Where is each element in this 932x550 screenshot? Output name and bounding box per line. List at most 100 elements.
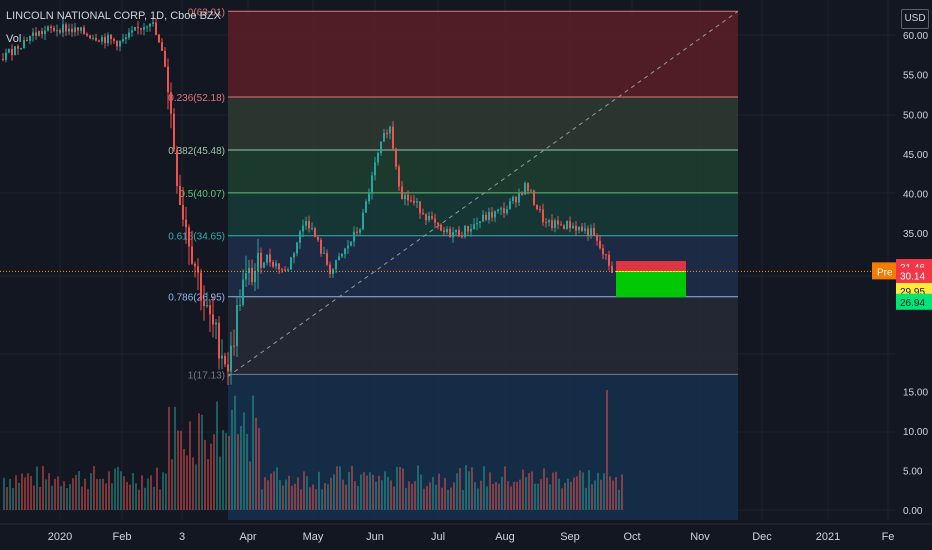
candle-body bbox=[497, 209, 499, 212]
candle-body bbox=[362, 212, 364, 230]
premarket-label-tag bbox=[872, 262, 896, 280]
volume-bar bbox=[159, 489, 161, 510]
candle-body bbox=[599, 240, 601, 249]
fib-zone bbox=[228, 11, 738, 97]
volume-bar bbox=[267, 480, 269, 510]
volume-bar bbox=[81, 486, 83, 510]
price-tick-label: 50.00 bbox=[903, 110, 928, 121]
volume-bar bbox=[594, 480, 596, 510]
volume-bar bbox=[336, 466, 338, 510]
candle-body bbox=[338, 256, 340, 261]
volume-bar bbox=[603, 473, 605, 510]
candle-body bbox=[242, 279, 244, 306]
candle-body bbox=[596, 235, 598, 241]
volume-bar bbox=[21, 473, 23, 510]
price-tick-label: 0.00 bbox=[903, 506, 923, 517]
time-tick-label: 2021 bbox=[816, 531, 840, 543]
volume-bar bbox=[96, 479, 98, 510]
long-position-tool[interactable] bbox=[0, 260, 895, 298]
candle-body bbox=[329, 264, 331, 274]
volume-bar bbox=[255, 417, 257, 510]
candlestick-series bbox=[2, 17, 613, 386]
candle-body bbox=[479, 221, 481, 224]
time-axis-bg bbox=[0, 524, 932, 550]
volume-bar bbox=[117, 466, 119, 510]
candle-body bbox=[224, 355, 226, 365]
volume-bar bbox=[114, 468, 116, 510]
candle-body bbox=[32, 32, 34, 36]
fib-level-label: 0(63.01) bbox=[188, 7, 225, 18]
candle-body bbox=[377, 152, 379, 163]
candle-body bbox=[152, 22, 154, 24]
volume-bar bbox=[147, 478, 149, 510]
target-price-tag bbox=[896, 293, 932, 310]
candle-body bbox=[107, 34, 109, 44]
candle-body bbox=[140, 28, 142, 30]
volume-bar bbox=[237, 434, 239, 510]
price-axis[interactable]: 60.00 55.00 50.00 45.00 40.00 35.00 15.00 10.00… bbox=[872, 0, 932, 530]
entry-price-tag bbox=[896, 267, 932, 284]
candle-body bbox=[47, 26, 49, 31]
candle-body bbox=[302, 225, 304, 232]
candle-body bbox=[356, 231, 358, 233]
volume-bar bbox=[549, 484, 551, 510]
candle-body bbox=[89, 35, 91, 39]
volume-bar bbox=[132, 472, 134, 510]
fib-level-label: 0.236(52.18) bbox=[168, 93, 225, 104]
currency-button[interactable]: USD bbox=[901, 9, 929, 29]
volume-bar bbox=[123, 476, 125, 510]
volume-bar bbox=[228, 435, 230, 510]
candle-body bbox=[149, 23, 151, 27]
fib-level-label: 0.786(26.95) bbox=[168, 293, 225, 304]
candle-body bbox=[605, 254, 607, 256]
volume-indicator-label[interactable]: Vol bbox=[6, 33, 22, 45]
candle-body bbox=[443, 230, 445, 233]
time-axis[interactable]: 2020 Feb 3 Apr May Jun Jul Aug Sep Oct Nov Dec 2021 F… bbox=[0, 523, 932, 550]
volume-bar bbox=[156, 467, 158, 510]
volume-bar bbox=[501, 476, 503, 510]
candle-body bbox=[17, 46, 19, 49]
volume-bar bbox=[522, 469, 524, 510]
candle-body bbox=[365, 201, 367, 213]
candle-body bbox=[26, 39, 28, 41]
volume-bars bbox=[3, 390, 623, 510]
volume-bar bbox=[399, 466, 401, 510]
volume-bar bbox=[495, 481, 497, 510]
volume-bar bbox=[375, 481, 377, 510]
volume-bar bbox=[210, 443, 212, 510]
entry-alt-price-tag-text: 29.95 bbox=[900, 287, 925, 298]
volume-bar bbox=[393, 486, 395, 510]
candle-body bbox=[209, 305, 211, 315]
candle-body bbox=[104, 37, 106, 44]
time-tick-label: Aug bbox=[495, 531, 515, 543]
candle-body bbox=[368, 193, 370, 202]
volume-bar bbox=[36, 466, 38, 510]
volume-bar bbox=[204, 439, 206, 510]
volume-bar bbox=[219, 456, 221, 510]
price-tick-label: 15.00 bbox=[903, 387, 928, 398]
price-tick-label: 5.00 bbox=[903, 466, 923, 477]
volume-bar bbox=[342, 479, 344, 510]
volume-bar bbox=[138, 489, 140, 510]
candle-body bbox=[584, 228, 586, 231]
candle-body bbox=[491, 212, 493, 218]
candle-body bbox=[8, 49, 10, 53]
volume-bar bbox=[543, 468, 545, 510]
volume-bar bbox=[423, 488, 425, 510]
volume-bar bbox=[456, 473, 458, 510]
volume-bar bbox=[174, 406, 176, 510]
volume-bar bbox=[618, 489, 620, 510]
candle-body bbox=[452, 232, 454, 238]
candle-body bbox=[92, 37, 94, 39]
volume-bar bbox=[183, 448, 185, 510]
volume-bar bbox=[339, 466, 341, 510]
price-tick-label: 35.00 bbox=[903, 229, 928, 240]
volume-bar bbox=[459, 468, 461, 510]
volume-bar bbox=[333, 474, 335, 510]
volume-bar bbox=[153, 486, 155, 510]
volume-bar bbox=[243, 412, 245, 510]
volume-bar bbox=[447, 489, 449, 510]
volume-bar bbox=[306, 476, 308, 510]
candle-body bbox=[542, 209, 544, 223]
